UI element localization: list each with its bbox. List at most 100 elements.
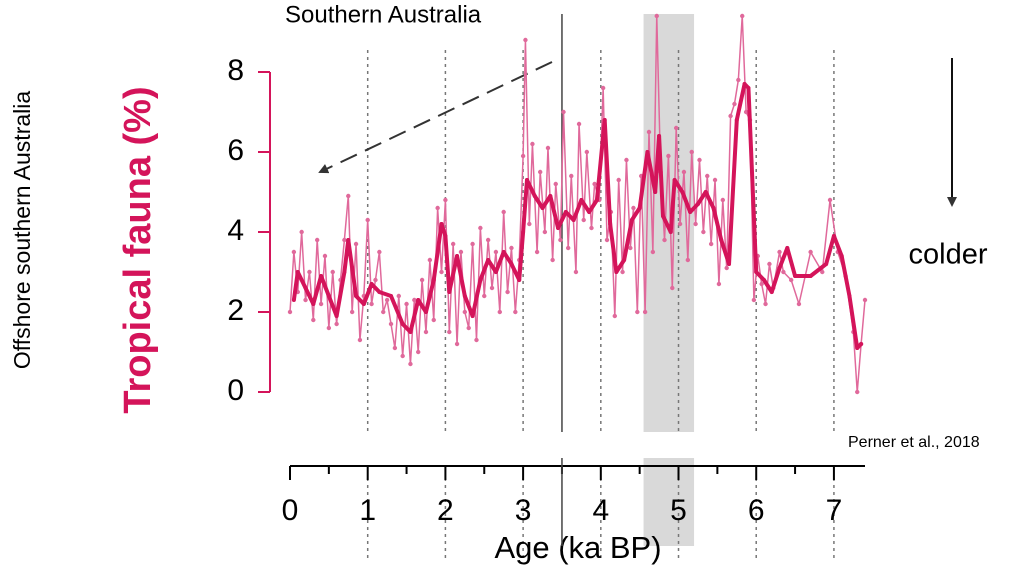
data-point: [573, 269, 579, 275]
data-point: [670, 285, 675, 291]
data-point: [369, 282, 374, 286]
data-point: [361, 302, 366, 306]
data-point: [365, 217, 370, 223]
data-point: [466, 325, 471, 331]
data-point: [600, 85, 606, 91]
x-tick-label: 7: [826, 494, 843, 527]
x-tick-label: 3: [515, 494, 532, 527]
data-point: [666, 153, 671, 159]
data-point: [318, 301, 324, 307]
data-point: [354, 294, 359, 298]
data-point: [497, 309, 502, 315]
y-tick-label: 4: [227, 214, 244, 247]
data-point: [862, 297, 868, 303]
data-point: [602, 118, 607, 122]
data-point: [548, 194, 553, 198]
y-axis-label: Tropical fauna (%): [117, 86, 159, 413]
data-point: [545, 145, 551, 151]
data-point: [527, 221, 532, 227]
data-point: [635, 309, 640, 315]
x-tick-label: 1: [359, 494, 376, 527]
data-point: [489, 285, 495, 291]
data-point: [645, 150, 650, 154]
data-point: [558, 237, 563, 243]
data-point: [732, 101, 737, 107]
data-point: [781, 269, 786, 275]
data-point: [524, 178, 529, 182]
series-line: [289, 15, 866, 393]
data-point: [616, 177, 621, 183]
data-point: [423, 329, 429, 335]
data-point: [796, 301, 802, 307]
data-point: [827, 197, 833, 203]
data-point: [859, 342, 864, 346]
data-point: [563, 210, 568, 214]
data-point: [509, 245, 514, 251]
data-point: [291, 298, 296, 302]
data-point: [688, 210, 693, 214]
data-point: [455, 254, 460, 258]
data-point: [303, 286, 308, 290]
data-point: [431, 317, 436, 323]
data-point: [314, 237, 320, 243]
data-point: [501, 209, 506, 215]
data-point: [724, 265, 729, 271]
data-point: [326, 325, 332, 331]
data-point: [295, 270, 300, 274]
data-point: [746, 86, 751, 90]
data-point: [443, 234, 448, 238]
data-point: [553, 181, 558, 187]
data-point: [763, 301, 768, 307]
data-point: [377, 290, 382, 294]
y-tick-label: 0: [227, 374, 244, 407]
chart-title: Southern Australia: [285, 1, 482, 28]
data-point: [646, 129, 652, 135]
data-point: [628, 245, 633, 251]
data-point: [569, 173, 574, 179]
data-point: [334, 314, 339, 318]
data-point: [785, 246, 790, 250]
data-point: [384, 297, 390, 303]
data-point: [404, 301, 409, 307]
data-point: [303, 297, 308, 303]
data-point: [517, 278, 522, 282]
data-point: [642, 309, 648, 315]
data-point: [565, 245, 571, 251]
data-point: [612, 313, 617, 319]
data-point: [592, 181, 597, 187]
data-point: [660, 214, 665, 218]
data-point: [357, 337, 363, 343]
data-point: [523, 37, 528, 43]
data-point: [855, 346, 860, 350]
data-point: [754, 270, 759, 274]
data-point: [695, 202, 700, 206]
data-point: [542, 229, 548, 235]
data-point: [767, 261, 772, 267]
data-point: [855, 389, 860, 395]
data-point: [520, 153, 526, 159]
data-point: [311, 302, 316, 306]
data-point: [705, 173, 710, 179]
data-point: [474, 337, 479, 343]
data-point: [579, 198, 584, 202]
data-point: [716, 281, 722, 287]
data-point: [291, 249, 297, 255]
data-point: [657, 134, 662, 138]
data-point: [742, 82, 747, 86]
data-point: [534, 249, 540, 255]
data-point: [330, 269, 335, 275]
trend-arrow: [318, 61, 553, 174]
data-point: [631, 205, 636, 211]
data-point: [847, 294, 852, 298]
data-point: [431, 278, 436, 282]
data-point: [381, 309, 386, 315]
data-point: [439, 222, 444, 226]
data-point: [319, 274, 324, 278]
data-point: [708, 241, 714, 247]
annotation: colder: [909, 239, 988, 271]
data-point: [622, 258, 627, 262]
data-point: [793, 274, 798, 278]
data-point: [389, 294, 394, 298]
data-point: [532, 194, 537, 198]
data-point: [419, 277, 425, 283]
